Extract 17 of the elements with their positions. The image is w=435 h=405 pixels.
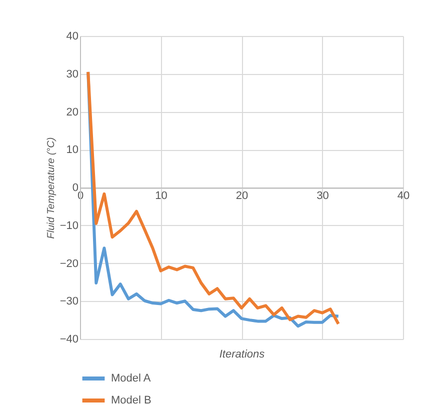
x-tick-label: 40 (397, 190, 410, 202)
y-axis-title: Fluid Temperature (°C) (46, 137, 57, 239)
y-tick-label: 10 (66, 144, 78, 156)
x-axis-title: Iterations (219, 348, 266, 360)
y-tick-label: −10 (60, 220, 78, 232)
y-tick-label: 40 (66, 30, 78, 42)
y-tick-label: −40 (60, 334, 78, 346)
y-tick-label: 30 (66, 68, 78, 80)
y-tick-label: −20 (60, 258, 78, 270)
x-tick-label: 20 (236, 190, 248, 202)
y-tick-label: −30 (60, 296, 78, 308)
x-tick-label: 30 (316, 190, 329, 202)
x-tick-label: 10 (155, 190, 168, 202)
y-tick-label: 0 (72, 182, 78, 194)
y-tick-label: 20 (66, 106, 78, 118)
legend-label: Model B (111, 394, 152, 405)
legend-label: Model A (111, 372, 152, 384)
